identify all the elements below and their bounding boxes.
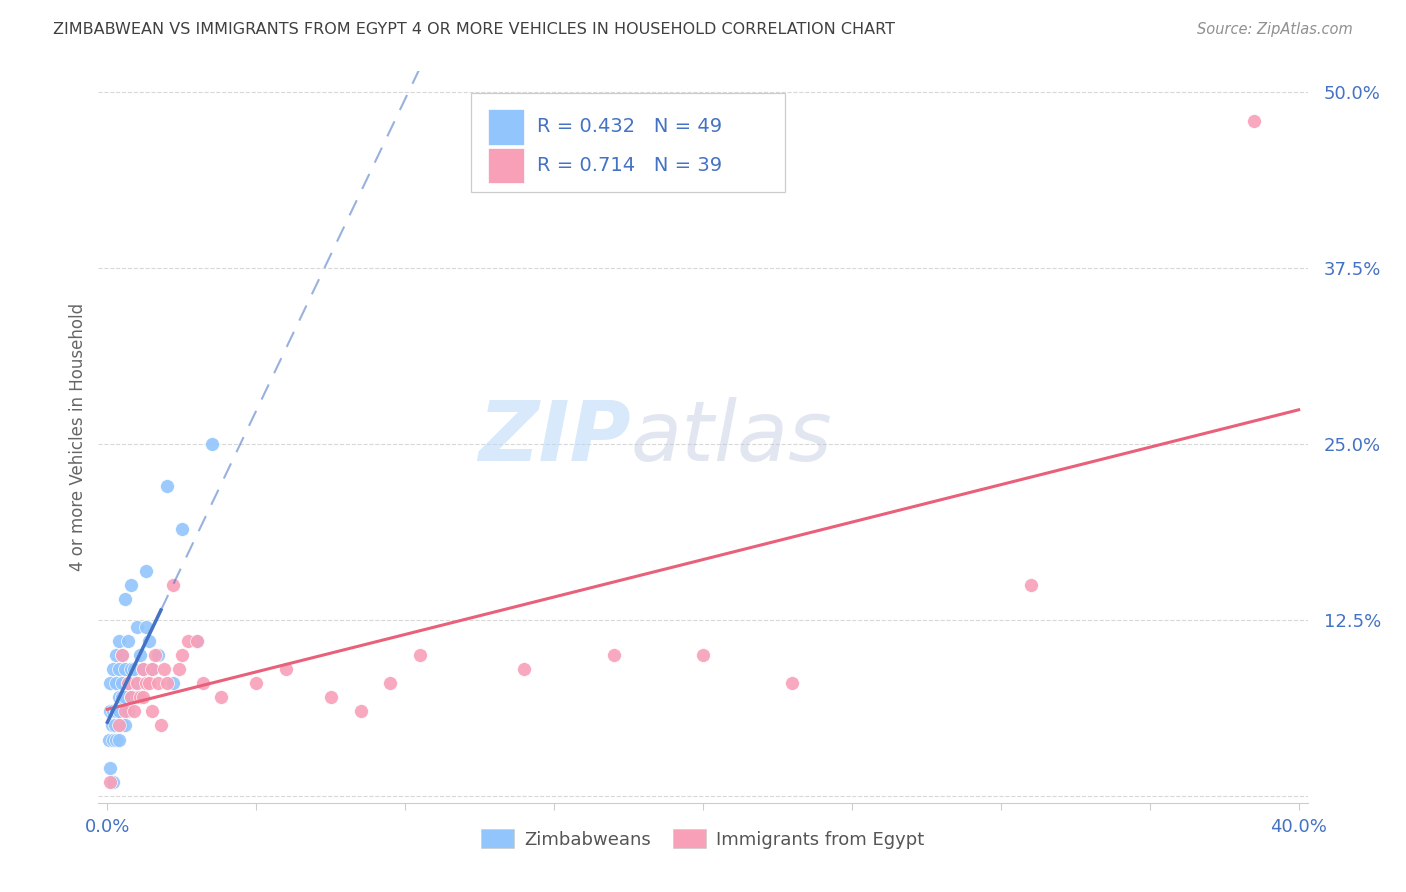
Text: R = 0.432   N = 49: R = 0.432 N = 49 — [537, 117, 723, 136]
Text: atlas: atlas — [630, 397, 832, 477]
Point — [111, 648, 134, 662]
Point — [120, 662, 142, 676]
Point — [111, 676, 134, 690]
Point — [132, 690, 155, 705]
Point — [98, 705, 121, 719]
Point — [186, 634, 208, 648]
Point — [108, 732, 131, 747]
Point — [162, 578, 184, 592]
Point — [127, 690, 149, 705]
Point — [129, 690, 152, 705]
Point — [97, 732, 120, 747]
FancyBboxPatch shape — [471, 94, 785, 192]
Legend: Zimbabweans, Immigrants from Egypt: Zimbabweans, Immigrants from Egypt — [474, 822, 932, 856]
Point — [117, 676, 139, 690]
Point — [209, 690, 232, 705]
Point — [111, 690, 134, 705]
Point — [149, 718, 172, 732]
Point — [105, 676, 128, 690]
Point — [122, 705, 145, 719]
Point — [108, 634, 131, 648]
Point — [114, 662, 136, 676]
Point — [186, 634, 208, 648]
Point — [104, 718, 127, 732]
Point — [101, 718, 124, 732]
Point — [135, 564, 157, 578]
Point — [103, 732, 125, 747]
Point — [170, 648, 193, 662]
Point — [111, 648, 134, 662]
Point — [156, 676, 179, 690]
Point — [1243, 113, 1265, 128]
Point — [105, 705, 128, 719]
Point — [117, 676, 139, 690]
Point — [114, 690, 136, 705]
Point — [177, 634, 200, 648]
Point — [141, 662, 163, 676]
Point — [141, 705, 163, 719]
Text: ZIMBABWEAN VS IMMIGRANTS FROM EGYPT 4 OR MORE VEHICLES IN HOUSEHOLD CORRELATION : ZIMBABWEAN VS IMMIGRANTS FROM EGYPT 4 OR… — [53, 22, 896, 37]
Point — [602, 648, 624, 662]
Point — [692, 648, 714, 662]
Point — [108, 662, 131, 676]
Point — [135, 676, 157, 690]
Point — [129, 648, 152, 662]
Point — [191, 676, 214, 690]
Text: R = 0.714   N = 39: R = 0.714 N = 39 — [537, 156, 723, 175]
Point — [120, 690, 142, 705]
Point — [245, 676, 267, 690]
Point — [138, 634, 160, 648]
Point — [132, 662, 155, 676]
Point — [162, 676, 184, 690]
Bar — [488, 110, 524, 145]
Point — [141, 662, 163, 676]
Point — [117, 634, 139, 648]
Point — [143, 648, 166, 662]
Bar — [488, 148, 524, 183]
Point — [120, 690, 142, 705]
Point — [114, 705, 136, 719]
Y-axis label: 4 or more Vehicles in Household: 4 or more Vehicles in Household — [69, 303, 87, 571]
Point — [167, 662, 190, 676]
Point — [103, 774, 125, 789]
Point — [122, 676, 145, 690]
Point — [138, 676, 160, 690]
Point — [120, 578, 142, 592]
Point — [114, 591, 136, 606]
Point — [782, 676, 804, 690]
Text: ZIP: ZIP — [478, 397, 630, 477]
Point — [103, 705, 125, 719]
Point — [114, 718, 136, 732]
Point — [319, 690, 342, 705]
Point — [108, 718, 131, 732]
Point — [108, 705, 131, 719]
Point — [108, 690, 131, 705]
Point — [409, 648, 432, 662]
Point — [156, 479, 179, 493]
Point — [127, 676, 149, 690]
Point — [200, 437, 222, 451]
Point — [1019, 578, 1042, 592]
Point — [105, 732, 128, 747]
Point — [132, 662, 155, 676]
Point — [98, 761, 121, 775]
Point — [135, 620, 157, 634]
Point — [127, 620, 149, 634]
Point — [117, 705, 139, 719]
Point — [153, 662, 176, 676]
Point — [122, 662, 145, 676]
Point — [274, 662, 297, 676]
Point — [513, 662, 536, 676]
Point — [111, 718, 134, 732]
Point — [380, 676, 402, 690]
Point — [146, 676, 169, 690]
Point — [103, 662, 125, 676]
Point — [98, 676, 121, 690]
Point — [98, 774, 121, 789]
Text: Source: ZipAtlas.com: Source: ZipAtlas.com — [1197, 22, 1353, 37]
Point — [105, 648, 128, 662]
Point — [170, 521, 193, 535]
Point — [146, 648, 169, 662]
Point — [349, 705, 371, 719]
